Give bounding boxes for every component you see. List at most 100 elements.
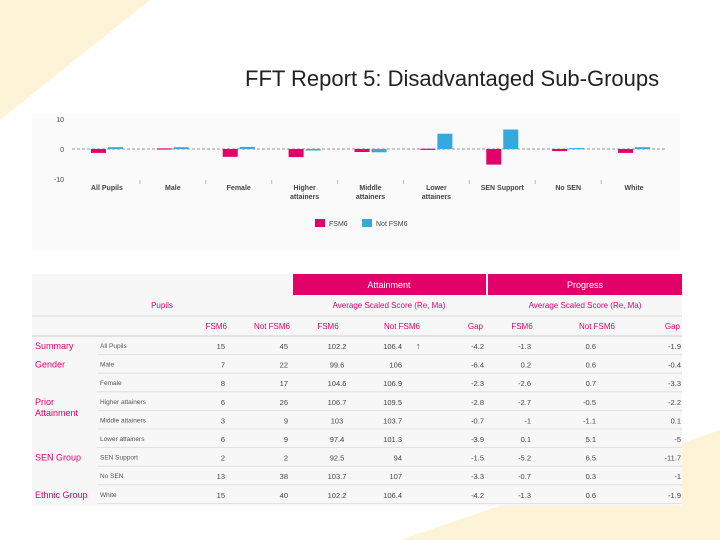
- trend-arrow: ↑: [416, 341, 421, 351]
- x-tick-label: No SEN: [555, 185, 581, 192]
- x-tick-label: Lower: [426, 185, 447, 192]
- table-cell: 6.5: [586, 454, 596, 463]
- table-cell: 0.1: [671, 416, 681, 425]
- table-cell: 109.5: [383, 398, 402, 407]
- table-cell: 106.4: [383, 342, 402, 351]
- table-cell: -4.2: [471, 342, 484, 351]
- bar-not-fsm6: [239, 146, 255, 149]
- x-tick-label: attainers: [356, 194, 385, 201]
- y-tick-label: -10: [54, 177, 64, 184]
- table-cell: -3.9: [471, 435, 484, 444]
- table-cell: -1.9: [668, 342, 681, 351]
- row-label: Lower attainers: [100, 436, 145, 443]
- table-cell: 0.3: [586, 472, 596, 481]
- table-cell: -1.3: [518, 342, 531, 351]
- bar-not-fsm6: [503, 129, 519, 149]
- table-cell: -2.7: [518, 398, 531, 407]
- table-cell: 102.2: [328, 491, 347, 500]
- column-header: Not FSM6: [254, 322, 291, 331]
- column-header: Gap: [468, 322, 484, 331]
- row-group-label: Gender: [35, 360, 65, 370]
- table-cell: 8: [221, 379, 225, 388]
- table-cell: 22: [280, 361, 288, 370]
- x-tick-label: All Pupils: [91, 185, 123, 192]
- bar-not-fsm6: [437, 133, 453, 149]
- legend-swatch-fsm6: [315, 219, 325, 227]
- row-label: Higher attainers: [100, 399, 147, 406]
- bar-fsm6: [288, 149, 304, 158]
- table-cell: -3.3: [471, 472, 484, 481]
- table-cell: -1.3: [518, 491, 531, 500]
- bar-not-fsm6: [107, 147, 123, 149]
- column-header: Not FSM6: [579, 322, 616, 331]
- table-cell: 15: [217, 491, 225, 500]
- row-label: Middle attainers: [100, 417, 147, 424]
- bar-not-fsm6: [371, 149, 387, 153]
- table-cell: 5.1: [586, 435, 596, 444]
- x-tick-label: Female: [227, 185, 251, 192]
- table-cell: 97.4: [330, 435, 345, 444]
- table-cell: 26: [280, 398, 288, 407]
- table-cell: -2.2: [668, 398, 681, 407]
- table-cell: 106.9: [383, 379, 402, 388]
- x-tick-label: White: [625, 185, 644, 192]
- table-cell: -6.4: [471, 361, 484, 370]
- table-cell: 15: [217, 342, 225, 351]
- x-tick-label: Middle: [359, 185, 381, 192]
- y-tick-label: 10: [56, 117, 64, 124]
- table-cell: -0.7: [471, 416, 484, 425]
- table-cell: 102.2: [328, 342, 347, 351]
- legend-swatch-not-fsm6: [362, 219, 372, 227]
- table-cell: 92.5: [330, 454, 345, 463]
- x-tick-label: Higher: [294, 185, 316, 192]
- x-tick-label: attainers: [422, 194, 451, 201]
- table-cell: 99.6: [330, 361, 345, 370]
- table-cell: -1.5: [471, 454, 484, 463]
- bar-fsm6: [222, 149, 238, 157]
- table-cell: 103.7: [383, 416, 402, 425]
- table-cell: 6: [221, 398, 225, 407]
- table-cell: 0.6: [586, 342, 596, 351]
- slide-title: FFT Report 5: Disadvantaged Sub-Groups: [245, 66, 660, 91]
- table-cell: 106: [389, 361, 402, 370]
- table-cell: 9: [284, 435, 288, 444]
- table-cell: -0.7: [518, 472, 531, 481]
- attainment-header: Attainment: [367, 280, 411, 290]
- row-group-label: Summary: [35, 341, 74, 351]
- bar-fsm6: [156, 148, 172, 150]
- row-label: All Pupils: [100, 343, 127, 350]
- table-cell: -3.3: [668, 379, 681, 388]
- table-cell: 0.6: [586, 361, 596, 370]
- column-header: Gap: [665, 322, 681, 331]
- pupils-header: Pupils: [151, 301, 173, 310]
- data-table: Attainment Progress Pupils Average Scaled S…: [32, 274, 682, 504]
- table-cell: 0.7: [586, 379, 596, 388]
- row-label: No SEN: [100, 473, 124, 480]
- table-cell: 45: [280, 342, 288, 351]
- table-cell: 38: [280, 472, 288, 481]
- row-label: Male: [100, 362, 114, 369]
- table-cell: 103.7: [328, 472, 347, 481]
- column-header: FSM6: [206, 322, 228, 331]
- table-cell: -1: [674, 472, 681, 481]
- table-cell: 0.2: [521, 361, 531, 370]
- column-header: Not FSM6: [384, 322, 421, 331]
- table-cell: -1.9: [668, 491, 681, 500]
- bar-fsm6: [90, 149, 106, 153]
- table-cell: -11.7: [664, 454, 681, 463]
- table-cell: 0.6: [586, 491, 596, 500]
- bar-chart-panel: 10 0 -10 All Pupils Male Female Higher attainer…: [32, 114, 680, 250]
- data-table-panel: Attainment Progress Pupils Average Scaled S…: [32, 274, 682, 506]
- progress-subheader: Average Scaled Score (Re, Ma): [529, 301, 642, 310]
- corner-decoration-top-left: [0, 0, 150, 120]
- table-cell: 2: [221, 454, 225, 463]
- x-tick-label: Male: [165, 185, 181, 192]
- row-label: Female: [100, 380, 122, 387]
- table-cell: 17: [280, 379, 288, 388]
- row-label: White: [100, 492, 117, 499]
- row-group-label: Prior: [35, 397, 54, 407]
- table-cell: 40: [280, 491, 288, 500]
- progress-header-bg: [488, 274, 682, 295]
- table-cell: -0.5: [583, 398, 596, 407]
- bar-not-fsm6: [305, 149, 321, 151]
